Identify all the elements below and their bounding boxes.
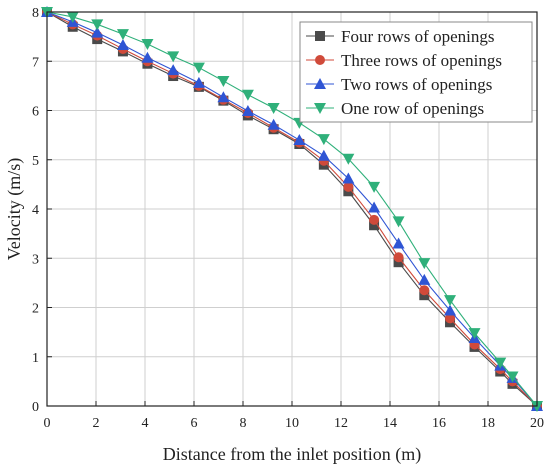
- y-tick-label: 3: [32, 252, 39, 267]
- legend-marker: [314, 78, 326, 89]
- data-point: [317, 149, 330, 161]
- data-point: [116, 29, 129, 41]
- legend-label: Two rows of openings: [341, 75, 492, 94]
- legend-entry: Three rows of openings: [306, 51, 502, 70]
- data-point: [217, 91, 230, 103]
- y-tick-label: 5: [32, 154, 39, 169]
- data-point: [342, 172, 355, 184]
- y-tick-label: 7: [32, 55, 39, 70]
- data-point: [468, 328, 481, 340]
- series-4: [41, 7, 543, 412]
- data-point: [444, 304, 457, 316]
- data-point: [368, 181, 381, 193]
- y-tick-label: 6: [32, 105, 39, 120]
- y-tick-label: 0: [32, 400, 39, 415]
- data-point: [116, 38, 129, 50]
- data-point: [192, 76, 205, 88]
- data-point: [241, 89, 254, 101]
- data-point: [241, 104, 254, 116]
- y-tick-label: 1: [32, 351, 39, 366]
- data-point: [91, 19, 104, 31]
- legend-label: One row of openings: [341, 99, 484, 118]
- y-tick-label: 2: [32, 302, 39, 317]
- x-tick-label: 18: [481, 416, 495, 431]
- data-point: [66, 11, 79, 23]
- x-tick-label: 4: [142, 416, 149, 431]
- data-point: [506, 371, 519, 383]
- data-point: [419, 285, 430, 296]
- data-point: [317, 134, 330, 146]
- legend-box: [299, 21, 533, 123]
- y-tick-label: 8: [32, 6, 39, 21]
- data-point: [445, 313, 456, 324]
- legend-entry: Two rows of openings: [306, 75, 492, 94]
- data-point: [494, 357, 507, 369]
- x-tick-label: 8: [240, 416, 247, 431]
- data-point: [343, 181, 354, 192]
- data-point: [369, 214, 380, 225]
- data-point: [392, 237, 405, 249]
- data-point: [293, 134, 306, 146]
- data-point: [368, 201, 381, 213]
- data-point: [392, 216, 405, 228]
- y-axis-title: Velocity (m/s): [4, 158, 25, 260]
- x-tick-label: 2: [93, 416, 100, 431]
- legend-label: Four rows of openings: [341, 27, 494, 46]
- data-point: [267, 103, 280, 115]
- x-tick-label: 12: [334, 416, 348, 431]
- legend: Four rows of openings Three rows of openi…: [299, 21, 533, 123]
- data-point: [444, 295, 457, 307]
- y-tick-label: 4: [32, 203, 39, 218]
- data-point: [393, 252, 404, 263]
- legend-marker: [315, 31, 325, 41]
- x-tick-label: 0: [44, 416, 51, 431]
- data-point: [141, 51, 154, 63]
- data-point: [167, 64, 180, 76]
- data-point: [217, 75, 230, 87]
- data-point: [141, 39, 154, 51]
- data-point: [369, 220, 380, 231]
- x-tick-label: 16: [432, 416, 446, 431]
- x-tick-label: 14: [383, 416, 397, 431]
- legend-label: Three rows of openings: [341, 51, 502, 70]
- x-tick-label: 20: [530, 416, 544, 431]
- legend-marker: [314, 103, 326, 114]
- x-tick-label: 10: [285, 416, 299, 431]
- data-point: [167, 51, 180, 63]
- data-point: [342, 153, 355, 165]
- x-tick-label: 6: [191, 416, 198, 431]
- data-point: [192, 62, 205, 74]
- legend-marker: [315, 55, 325, 65]
- data-point: [418, 273, 431, 285]
- series-layer: [41, 6, 543, 412]
- data-point: [418, 258, 431, 270]
- legend-entry: One row of openings: [306, 99, 484, 118]
- data-point: [267, 118, 280, 130]
- x-axis-title: Distance from the inlet position (m): [163, 444, 421, 465]
- data-point: [91, 26, 104, 38]
- legend-entry: Four rows of openings: [306, 27, 494, 46]
